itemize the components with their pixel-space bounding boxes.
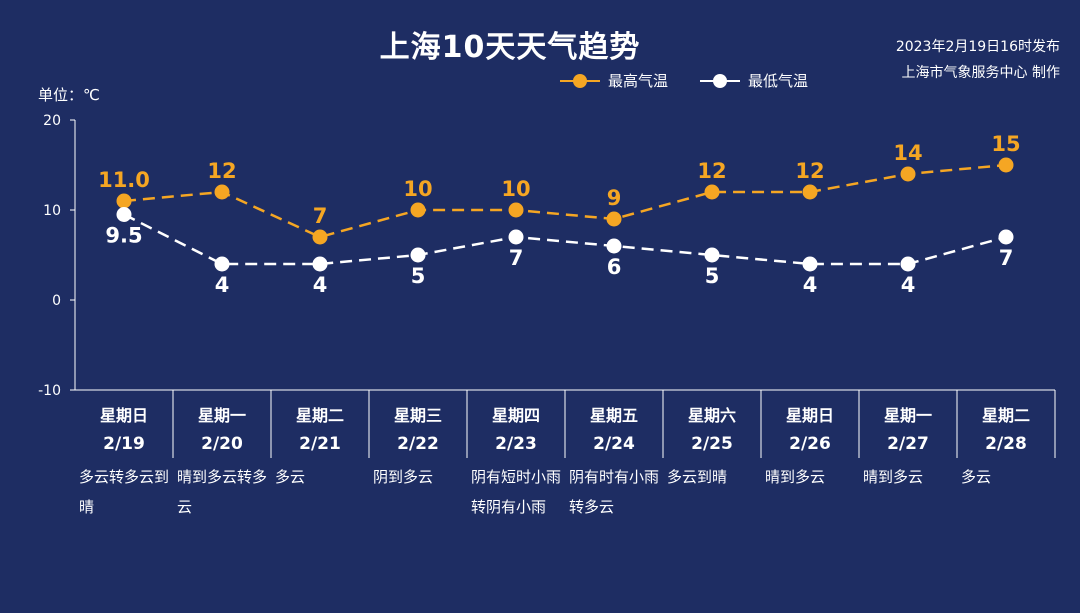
high-temp-label: 14 (893, 141, 922, 165)
x-tick-date: 2/27 (887, 434, 929, 454)
x-tick-date: 2/21 (299, 434, 341, 454)
low-temp-point (704, 247, 720, 263)
y-tick-label: 20 (43, 113, 61, 129)
page-title: 上海10天天气趋势 (379, 30, 641, 65)
low-temp-point (900, 256, 916, 272)
chart-legend: 最高气温 最低气温 (560, 70, 808, 91)
legend-high-marker (560, 73, 600, 89)
high-temp-point (998, 157, 1014, 173)
low-temp-point (312, 256, 328, 272)
low-temp-label: 4 (803, 273, 818, 297)
high-temp-label: 15 (991, 132, 1020, 156)
x-tick-date: 2/19 (103, 434, 145, 454)
legend-high-label: 最高气温 (608, 72, 669, 90)
x-tick-weekday: 星期三 (394, 406, 442, 425)
low-temp-point (214, 256, 230, 272)
high-temp-line (123, 163, 1007, 239)
weather-description: 晴到多云转多云 (177, 468, 268, 516)
x-tick-weekday: 星期二 (982, 406, 1030, 425)
weather-description: 阴有短时小雨转阴有小雨 (471, 468, 562, 516)
x-tick-date: 2/23 (495, 434, 537, 454)
low-temp-label: 9.5 (105, 224, 142, 248)
weather-description: 多云转多云到晴 (79, 468, 170, 516)
high-temp-point (116, 193, 132, 209)
weather-description: 多云 (275, 468, 306, 486)
low-temp-label: 6 (607, 255, 622, 279)
low-temp-point (802, 256, 818, 272)
weather-description: 多云到晴 (667, 468, 728, 486)
high-temp-label: 10 (501, 177, 530, 201)
high-temp-label: 12 (795, 159, 824, 183)
x-tick-date: 2/25 (691, 434, 733, 454)
legend-low-marker (700, 73, 741, 89)
high-temp-point (312, 229, 328, 245)
x-tick-weekday: 星期四 (492, 406, 540, 425)
x-tick-weekday: 星期日 (786, 406, 834, 425)
low-temp-point (998, 229, 1014, 245)
weather-description: 阴有时有小雨转多云 (569, 468, 660, 516)
y-tick-label: 0 (52, 293, 61, 309)
x-tick-weekday: 星期六 (688, 406, 736, 425)
high-temp-point (410, 202, 426, 218)
low-temp-line (123, 213, 1007, 266)
weather-description: 阴到多云 (373, 468, 434, 486)
x-tick-weekday: 星期一 (884, 406, 932, 425)
weather-description: 多云 (961, 468, 992, 486)
high-temp-point (214, 184, 230, 200)
issue-info: 2023年2月19日16时发布 上海市气象服务中心 制作 (896, 34, 1060, 86)
low-temp-label: 4 (901, 273, 916, 297)
low-temp-label: 5 (411, 264, 426, 288)
low-temp-label: 5 (705, 264, 720, 288)
low-temp-label: 7 (509, 246, 524, 270)
low-temp-label: 4 (215, 273, 230, 297)
x-tick-weekday: 星期二 (296, 406, 344, 425)
x-tick-date: 2/22 (397, 434, 439, 454)
legend-item-high[interactable]: 最高气温 (560, 70, 668, 91)
low-temp-point (116, 207, 132, 222)
high-temp-label: 11.0 (98, 168, 150, 192)
low-temp-label: 7 (999, 246, 1014, 270)
high-temp-label: 7 (313, 204, 328, 228)
high-temp-point (508, 202, 524, 218)
high-temp-label: 12 (207, 159, 236, 183)
y-tick-label: 10 (43, 203, 61, 219)
high-temp-label: 12 (697, 159, 726, 183)
x-tick-weekday: 星期五 (590, 406, 638, 425)
issue-date: 2023年2月19日16时发布 (895, 39, 1060, 55)
weather-description: 晴到多云 (863, 468, 924, 486)
unit-label: 单位：℃ (38, 86, 100, 104)
legend-low-label: 最低气温 (748, 72, 809, 90)
high-temp-point (802, 184, 818, 200)
legend-item-low[interactable]: 最低气温 (700, 70, 808, 91)
high-temp-point (704, 184, 720, 200)
high-temp-point (606, 211, 622, 227)
x-tick-date: 2/24 (593, 434, 635, 454)
y-tick-label: -10 (38, 383, 61, 399)
low-temp-point (606, 238, 622, 254)
x-tick-weekday: 星期一 (198, 406, 246, 425)
high-temp-label: 9 (607, 186, 622, 210)
x-tick-date: 2/26 (789, 434, 831, 454)
x-tick-date: 2/28 (985, 434, 1027, 454)
x-tick-date: 2/20 (201, 434, 243, 454)
issue-source: 上海市气象服务中心 制作 (901, 65, 1060, 81)
low-temp-label: 4 (313, 273, 328, 297)
high-temp-point (900, 166, 916, 182)
low-temp-point (410, 247, 426, 263)
high-temp-label: 10 (403, 177, 432, 201)
low-temp-point (508, 229, 524, 245)
x-tick-weekday: 星期日 (100, 406, 148, 425)
weather-description: 晴到多云 (765, 468, 826, 486)
